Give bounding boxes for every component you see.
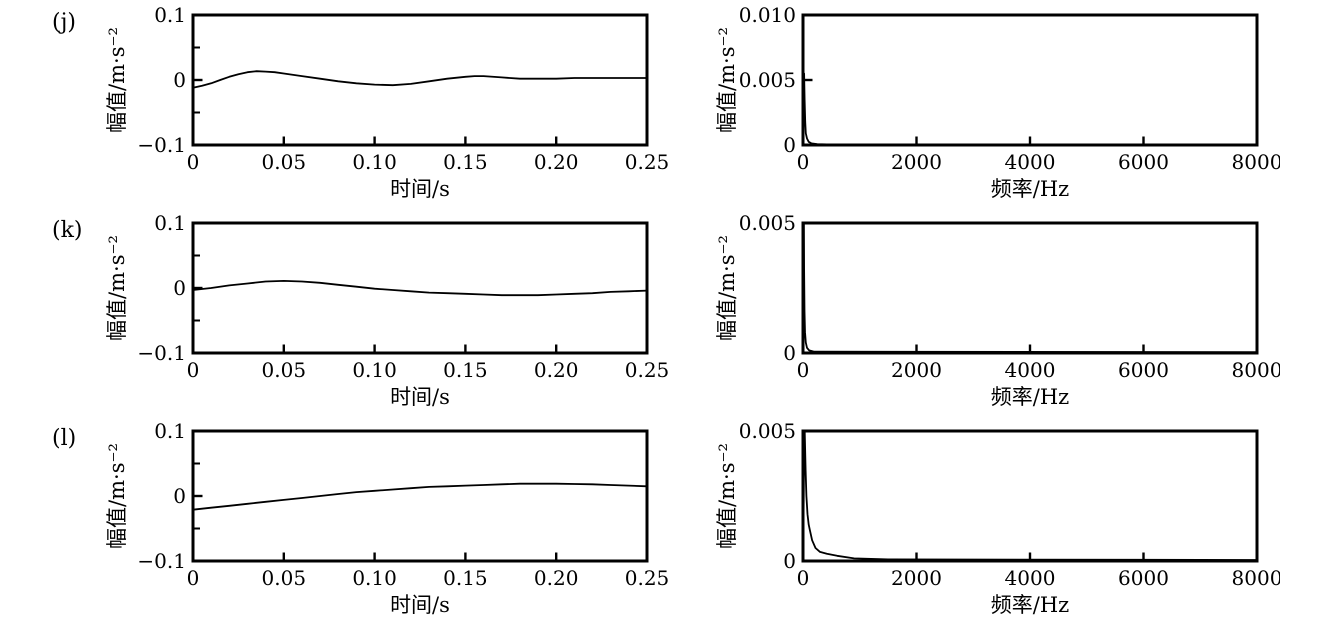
x-tick-label: 0.20 <box>534 358 579 382</box>
y-tick-label: 0.005 <box>739 211 796 235</box>
y-tick-label: 0.1 <box>154 211 186 235</box>
x-tick-label: 0.05 <box>262 566 307 590</box>
figure-row-j: (j) 0 0.05 0.10 0.15 0.20 0.25 −0.1 0 0.1 时间/s 幅值/… <box>0 0 1339 209</box>
x-tick-label: 0 <box>797 566 810 590</box>
x-tick-label: 6000 <box>1118 566 1169 590</box>
freq-spectrum-j: 0 2000 4000 6000 8000 0 0.005 0.010 频率/Hz 幅值/m·s⁻… <box>715 3 1280 201</box>
y-tick-label: 0 <box>173 484 186 508</box>
x-tick-label: 0 <box>187 566 200 590</box>
x-tick-label: 4000 <box>1005 150 1056 174</box>
panel-label-k: (k) <box>52 218 83 243</box>
x-tick-label: 0.15 <box>443 358 488 382</box>
y-tick-label: 0 <box>173 68 186 92</box>
x-tick-label: 0.20 <box>534 566 579 590</box>
x-tick-label: 4000 <box>1005 358 1056 382</box>
x-tick-label: 0.10 <box>352 150 397 174</box>
x-tick-label: 2000 <box>891 358 942 382</box>
plot-frame <box>801 429 1259 563</box>
y-axis-title: 幅值/m·s⁻² <box>715 27 739 133</box>
x-tick-label: 0 <box>797 150 810 174</box>
y-axis-title: 幅值/m·s⁻² <box>105 27 129 133</box>
y-axis-title: 幅值/m·s⁻² <box>105 443 129 549</box>
x-axis-title: 频率/Hz <box>991 385 1069 409</box>
x-axis-title: 时间/s <box>390 177 450 201</box>
x-tick-label: 2000 <box>891 150 942 174</box>
y-tick-label: 0.005 <box>739 419 796 443</box>
x-tick-label: 0 <box>797 358 810 382</box>
x-tick-label: 8000 <box>1232 150 1280 174</box>
signal-curve <box>802 72 1258 146</box>
x-tick-label: 0.20 <box>534 150 579 174</box>
freq-spectrum-k: 0 2000 4000 6000 8000 0 0.005 频率/Hz 幅值/m·s⁻² <box>715 211 1280 409</box>
plot-frame <box>801 13 1259 147</box>
signal-curve <box>802 222 1258 354</box>
time-plot-k: 0 0.05 0.10 0.15 0.20 0.25−0.100.1时间/s幅值/m·s⁻… <box>105 211 670 409</box>
signal-curve <box>192 280 648 297</box>
figure-row-l: (l) 0 0.05 0.10 0.15 0.20 0.25 −0.1 0 0.1 时间/s 幅值/… <box>0 416 1339 625</box>
x-tick-label: 0.25 <box>625 358 670 382</box>
x-tick-label: 0 <box>187 358 200 382</box>
x-tick-label: 0.05 <box>262 358 307 382</box>
x-tick-label: 2000 <box>891 566 942 590</box>
x-tick-label: 0.15 <box>443 150 488 174</box>
y-axis-title: 幅值/m·s⁻² <box>105 235 129 341</box>
x-tick-label: 8000 <box>1232 566 1280 590</box>
plot-frame <box>191 221 649 355</box>
y-tick-label: −0.1 <box>137 549 186 573</box>
x-tick-label: 0.15 <box>443 566 488 590</box>
y-tick-label: 0.005 <box>739 68 796 92</box>
freq-spectrum-l: 0 2000 4000 6000 8000 0 0.005 频率/Hz 幅值/m·s⁻² <box>715 419 1280 617</box>
x-tick-label: 6000 <box>1118 150 1169 174</box>
panel-label-j: (j) <box>52 10 76 35</box>
y-tick-label: 0.010 <box>739 3 796 27</box>
y-tick-label: −0.1 <box>137 341 186 365</box>
x-tick-label: 0.10 <box>352 358 397 382</box>
x-tick-label: 6000 <box>1118 358 1169 382</box>
signal-curve <box>192 482 648 511</box>
y-axis-title: 幅值/m·s⁻² <box>715 235 739 341</box>
time-plot-l: 0 0.05 0.10 0.15 0.20 0.25−0.100.1时间/s幅值/m·s⁻… <box>105 419 670 617</box>
x-tick-label: 8000 <box>1232 358 1280 382</box>
signal-curve <box>192 70 648 89</box>
time-plot-j: 0 0.05 0.10 0.15 0.20 0.25−0.100.1时间/s幅值/m·s⁻… <box>105 3 670 201</box>
y-tick-label: 0 <box>783 133 796 157</box>
y-tick-label: 0 <box>783 341 796 365</box>
x-tick-label: 0.05 <box>262 150 307 174</box>
x-axis-title: 时间/s <box>390 593 450 617</box>
x-axis-title: 频率/Hz <box>991 593 1069 617</box>
y-tick-label: 0 <box>783 549 796 573</box>
x-axis-title: 时间/s <box>390 385 450 409</box>
plot-frame <box>191 429 649 563</box>
x-tick-label: 0.25 <box>625 566 670 590</box>
plot-frame <box>801 221 1259 355</box>
y-tick-label: 0 <box>173 276 186 300</box>
signal-curve <box>802 430 1258 561</box>
y-tick-label: −0.1 <box>137 133 186 157</box>
x-tick-label: 0.25 <box>625 150 670 174</box>
panel-label-l: (l) <box>52 426 77 451</box>
x-axis-title: 频率/Hz <box>991 177 1069 201</box>
x-tick-label: 4000 <box>1005 566 1056 590</box>
x-tick-label: 0 <box>187 150 200 174</box>
x-tick-label: 0.10 <box>352 566 397 590</box>
y-tick-label: 0.1 <box>154 419 186 443</box>
figure-row-k: (k) 0 0.05 0.10 0.15 0.20 0.25 −0.1 0 0.1 时间/s 幅值/… <box>0 208 1339 417</box>
y-tick-label: 0.1 <box>154 3 186 27</box>
plot-frame <box>191 13 649 147</box>
y-axis-title: 幅值/m·s⁻² <box>715 443 739 549</box>
